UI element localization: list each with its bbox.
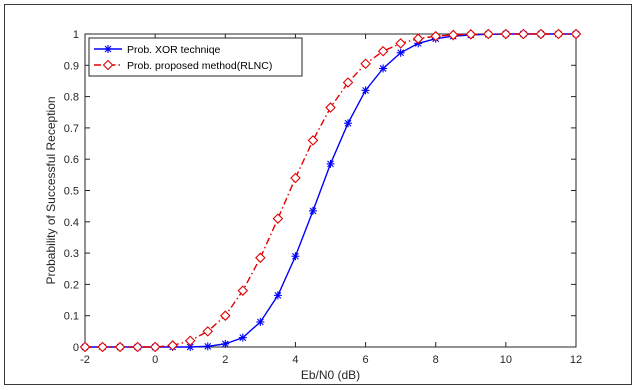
data-point-diamond bbox=[149, 341, 161, 353]
data-point-asterisk bbox=[396, 48, 405, 57]
legend-label: Prob. proposed method(RLNC) bbox=[127, 60, 272, 72]
y-tick-label: 0 bbox=[73, 342, 79, 354]
data-point-diamond bbox=[500, 28, 512, 40]
data-point-diamond bbox=[430, 30, 441, 42]
series-rlnc bbox=[79, 28, 582, 353]
data-point-asterisk bbox=[238, 333, 247, 342]
data-point-diamond bbox=[132, 341, 143, 353]
data-point-asterisk bbox=[344, 119, 353, 128]
x-axis-label: Eb/N0 (dB) bbox=[301, 368, 360, 382]
data-point-diamond bbox=[220, 310, 231, 321]
data-point-diamond bbox=[237, 285, 249, 296]
asterisk-stroke bbox=[292, 252, 299, 260]
data-point-diamond bbox=[325, 102, 336, 113]
y-axis-label: Probability of Successful Reception bbox=[44, 96, 58, 284]
data-point-diamond bbox=[570, 28, 582, 40]
x-tick-label: 8 bbox=[433, 354, 439, 366]
data-point-asterisk bbox=[326, 159, 335, 168]
legend-entry: Prob. XOR techniqe bbox=[94, 44, 221, 56]
data-point-diamond bbox=[483, 28, 494, 40]
asterisk-stroke bbox=[274, 291, 282, 299]
x-tick-label: 12 bbox=[570, 354, 582, 366]
legend-box bbox=[88, 37, 303, 77]
data-point-diamond bbox=[518, 28, 529, 40]
data-point-diamond bbox=[377, 45, 389, 57]
y-tick-label: 0.7 bbox=[64, 123, 79, 135]
x-tick-label: 10 bbox=[500, 354, 512, 366]
asterisk-stroke bbox=[309, 207, 317, 215]
data-point-diamond bbox=[535, 28, 547, 40]
data-point-diamond bbox=[202, 326, 214, 337]
asterisk-stroke bbox=[221, 340, 229, 348]
data-point-asterisk bbox=[361, 86, 370, 95]
y-tick-label: 0.4 bbox=[64, 217, 79, 229]
axes: -2 0 2 4 6 8 10 1200.10.20.30.40.50.60.70.80.91… bbox=[44, 29, 582, 382]
y-tick-label: 0.6 bbox=[64, 154, 79, 166]
data-point-diamond bbox=[465, 29, 477, 40]
series-layer bbox=[79, 28, 582, 353]
asterisk-stroke bbox=[327, 160, 334, 168]
asterisk-stroke bbox=[186, 343, 194, 351]
data-point-diamond bbox=[255, 252, 266, 264]
data-point-asterisk bbox=[379, 64, 388, 73]
asterisk-stroke bbox=[397, 49, 405, 57]
y-tick-label: 1 bbox=[73, 29, 79, 41]
x-tick-label: 0 bbox=[152, 354, 158, 366]
asterisk-stroke bbox=[379, 65, 387, 72]
data-point-diamond bbox=[447, 29, 459, 41]
data-point-diamond bbox=[184, 335, 196, 347]
y-tick-label: 0.1 bbox=[64, 311, 79, 323]
data-point-diamond bbox=[342, 77, 354, 88]
data-point-diamond bbox=[272, 213, 284, 224]
line-chart: -2 0 2 4 6 8 10 1200.10.20.30.40.50.60.70.80.91… bbox=[44, 28, 582, 382]
y-tick-label: 0.2 bbox=[64, 279, 79, 291]
data-point-diamond bbox=[307, 135, 319, 146]
x-tick-label: 2 bbox=[222, 354, 228, 366]
data-point-diamond bbox=[114, 341, 126, 353]
data-point-diamond bbox=[412, 33, 424, 44]
x-tick-label: 6 bbox=[363, 354, 369, 366]
data-point-asterisk bbox=[291, 252, 300, 261]
data-point-diamond bbox=[395, 38, 406, 49]
y-tick-label: 0.8 bbox=[64, 92, 79, 104]
data-point-diamond bbox=[102, 59, 114, 71]
plot-area bbox=[84, 33, 577, 348]
data-point-diamond bbox=[97, 341, 108, 353]
data-point-asterisk bbox=[273, 291, 282, 300]
legend-entry: Prob. proposed method(RLNC) bbox=[94, 59, 272, 72]
asterisk-stroke bbox=[362, 86, 369, 94]
data-point-asterisk bbox=[104, 45, 112, 53]
asterisk-stroke bbox=[239, 334, 247, 341]
y-tick-label: 0.9 bbox=[64, 60, 79, 72]
data-point-diamond bbox=[290, 172, 301, 184]
data-point-asterisk bbox=[203, 342, 212, 351]
data-point-asterisk bbox=[308, 206, 317, 215]
figure-frame: -2 0 2 4 6 8 10 12 0 0.1 0.2 0.3 0.4 0.5 0.6 0.7 0.8 0.9 1… bbox=[4, 4, 632, 385]
data-point-diamond bbox=[360, 58, 371, 70]
data-point-asterisk bbox=[221, 339, 230, 348]
asterisk-stroke bbox=[256, 318, 264, 326]
asterisk-stroke bbox=[344, 119, 352, 127]
y-tick-label: 0.3 bbox=[64, 248, 79, 260]
data-point-diamond bbox=[167, 340, 178, 351]
x-tick-label: 4 bbox=[292, 354, 298, 366]
x-tick-label: -2 bbox=[80, 354, 90, 366]
data-point-asterisk bbox=[256, 317, 265, 326]
asterisk-stroke bbox=[104, 45, 112, 53]
data-point-diamond bbox=[79, 341, 91, 353]
legend: Prob. XOR techniqe Prob. proposed method(… bbox=[88, 37, 303, 77]
data-point-diamond bbox=[553, 28, 564, 40]
y-tick-label: 0.5 bbox=[64, 186, 79, 198]
legend-label: Prob. XOR techniqe bbox=[127, 44, 221, 56]
asterisk-stroke bbox=[204, 342, 212, 350]
